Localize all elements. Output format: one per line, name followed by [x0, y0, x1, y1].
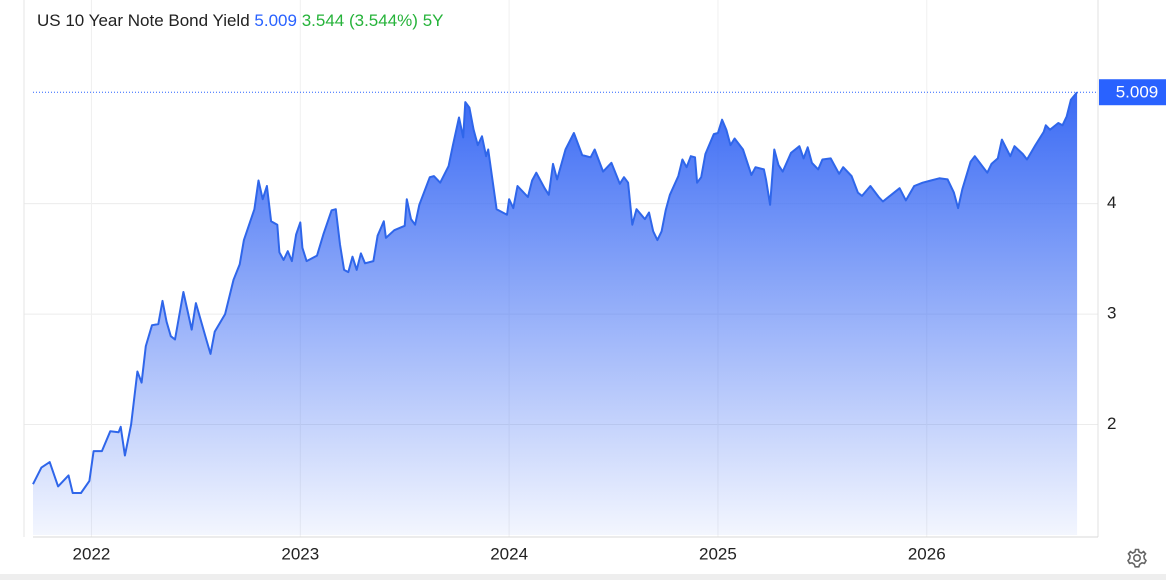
area-fill — [33, 92, 1078, 535]
change: 3.544 — [301, 11, 345, 30]
x-tick-label: 2024 — [490, 544, 528, 563]
period: 5Y — [422, 11, 444, 30]
last-value-label: 5.009 — [1116, 83, 1159, 102]
last-price: 5.009 — [254, 11, 297, 30]
chart-title: US 10 Year Note Bond Yield — [37, 11, 250, 30]
settings-icon[interactable] — [1127, 548, 1147, 568]
line — [32, 91, 1078, 494]
x-tick-label: 2025 — [699, 544, 737, 563]
chart-header: US 10 Year Note Bond Yield 5.009 3.544 (… — [37, 11, 443, 31]
x-tick-label: 2023 — [281, 544, 319, 563]
y-tick-label: 3 — [1107, 304, 1116, 323]
bottom-strip — [0, 574, 1166, 580]
x-tick-label: 2026 — [908, 544, 946, 563]
y-tick-label: 2 — [1107, 414, 1116, 433]
y-tick-label: 4 — [1107, 193, 1116, 212]
x-tick-label: 2022 — [73, 544, 111, 563]
last-value-tag — [1099, 79, 1166, 106]
change-percent: (3.544%) — [348, 11, 418, 30]
